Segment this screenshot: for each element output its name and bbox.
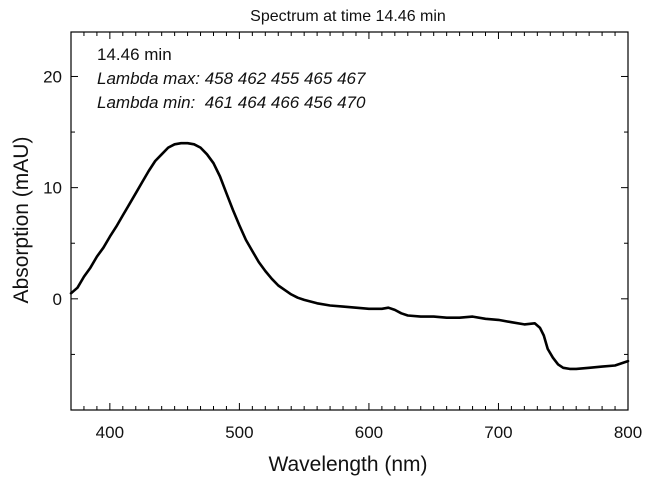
y-tick-label: 0 (53, 290, 62, 309)
y-tick-label: 10 (43, 179, 62, 198)
y-axis-label: Absorption (mAU) (10, 137, 33, 304)
data-series (69, 141, 630, 371)
axis-tick-labels: 400 500 600 700 800 0 10 20 (43, 67, 642, 442)
x-tick-label: 400 (96, 423, 124, 442)
spectrum-line (69, 141, 630, 371)
x-tick-label: 800 (614, 423, 642, 442)
chart-annotations: 14.46 min Lambda max: 458 462 455 465 467… (97, 45, 366, 112)
x-tick-label: 700 (484, 423, 512, 442)
annotation-line: Lambda max: 458 462 455 465 467 (97, 69, 366, 88)
annotation-line: 14.46 min (97, 45, 172, 64)
plot-frame (70, 31, 629, 411)
annotation-line: Lambda min: 461 464 466 456 470 (97, 93, 366, 112)
axis-ticks (70, 32, 629, 411)
chart-title: Spectrum at time 14.46 min (250, 8, 446, 25)
x-tick-label: 500 (225, 423, 253, 442)
x-tick-label: 600 (355, 423, 383, 442)
x-axis-label: Wavelength (nm) (268, 453, 427, 476)
y-tick-label: 20 (43, 67, 62, 86)
